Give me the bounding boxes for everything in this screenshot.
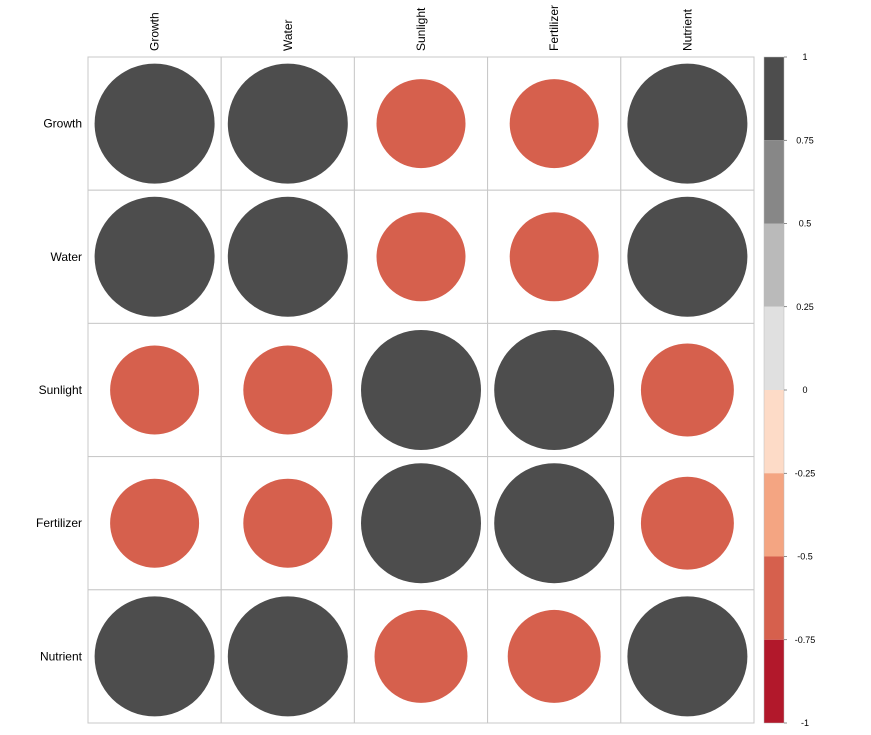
correlation-circles bbox=[94, 63, 748, 717]
colorbar-bin bbox=[764, 57, 784, 141]
correlation-circle-water-nutrient bbox=[627, 196, 748, 317]
colorbar-tick-label: 0.25 bbox=[796, 302, 814, 312]
correlation-circle-fertilizer-fertilizer bbox=[494, 463, 615, 584]
colorbar-tick-label: -1 bbox=[801, 718, 809, 728]
row-label-nutrient: Nutrient bbox=[40, 649, 83, 663]
correlation-circle-nutrient-water bbox=[227, 596, 348, 717]
row-label-growth: Growth bbox=[43, 117, 82, 131]
colorbar-tick-label: -0.25 bbox=[795, 468, 816, 478]
correlation-circle-fertilizer-growth bbox=[110, 478, 200, 568]
colorbar-bin bbox=[764, 140, 784, 224]
correlation-circle-fertilizer-sunlight bbox=[361, 463, 481, 584]
row-label-fertilizer: Fertilizer bbox=[36, 516, 82, 530]
correlation-circle-water-water bbox=[227, 196, 348, 317]
colorbar-bin bbox=[764, 473, 784, 557]
correlation-circle-sunlight-growth bbox=[110, 345, 200, 435]
correlation-circle-nutrient-sunlight bbox=[374, 609, 468, 703]
colorbar-tick-label: 0 bbox=[802, 385, 807, 395]
correlation-circle-nutrient-growth bbox=[94, 596, 215, 717]
correlation-circle-growth-water bbox=[227, 63, 348, 184]
correlation-circle-growth-fertilizer bbox=[509, 79, 599, 169]
colorbar-bin bbox=[764, 556, 784, 640]
colorbar-tick-label: 0.5 bbox=[799, 219, 812, 229]
colorbar-tick-labels: 1 0.75 0.5 0.25 0 -0.25 -0.5 -0.75 -1 bbox=[784, 52, 815, 728]
correlation-circle-water-growth bbox=[94, 196, 215, 317]
colorbar-bin bbox=[764, 306, 784, 390]
correlation-circle-sunlight-nutrient bbox=[640, 343, 734, 437]
correlation-circle-sunlight-water bbox=[243, 345, 333, 435]
correlation-circle-growth-nutrient bbox=[627, 63, 748, 184]
row-label-water: Water bbox=[50, 250, 82, 264]
column-label-sunlight: Sunlight bbox=[414, 7, 428, 51]
colorbar-tick-label: 0.75 bbox=[796, 135, 814, 145]
colorbar bbox=[763, 56, 785, 724]
correlation-circle-nutrient-nutrient bbox=[627, 596, 748, 717]
row-label-sunlight: Sunlight bbox=[39, 383, 83, 397]
colorbar-bin bbox=[764, 639, 784, 723]
colorbar-tick-label: -0.75 bbox=[795, 635, 816, 645]
column-labels: Growth Water Sunlight Fertilizer Nutrient bbox=[148, 5, 695, 51]
correlation-circle-fertilizer-water bbox=[243, 478, 333, 568]
correlation-circle-water-fertilizer bbox=[509, 212, 599, 302]
colorbar-tick-label: 1 bbox=[802, 52, 807, 62]
column-label-fertilizer: Fertilizer bbox=[547, 5, 561, 51]
correlation-circle-growth-growth bbox=[94, 63, 215, 184]
column-label-water: Water bbox=[281, 19, 295, 51]
column-label-growth: Growth bbox=[148, 12, 162, 51]
correlation-circle-growth-sunlight bbox=[376, 79, 466, 169]
correlation-circle-water-sunlight bbox=[376, 212, 466, 302]
column-label-nutrient: Nutrient bbox=[680, 8, 694, 51]
correlation-circle-nutrient-fertilizer bbox=[507, 609, 601, 703]
colorbar-tick-label: -0.5 bbox=[797, 552, 813, 562]
colorbar-bin bbox=[764, 223, 784, 307]
correlation-circle-fertilizer-nutrient bbox=[640, 476, 734, 570]
correlation-circle-sunlight-fertilizer bbox=[494, 330, 615, 450]
correlation-circle-sunlight-sunlight bbox=[361, 330, 481, 450]
row-labels: Growth Water Sunlight Fertilizer Nutrient bbox=[36, 117, 83, 664]
colorbar-bin bbox=[764, 390, 784, 474]
